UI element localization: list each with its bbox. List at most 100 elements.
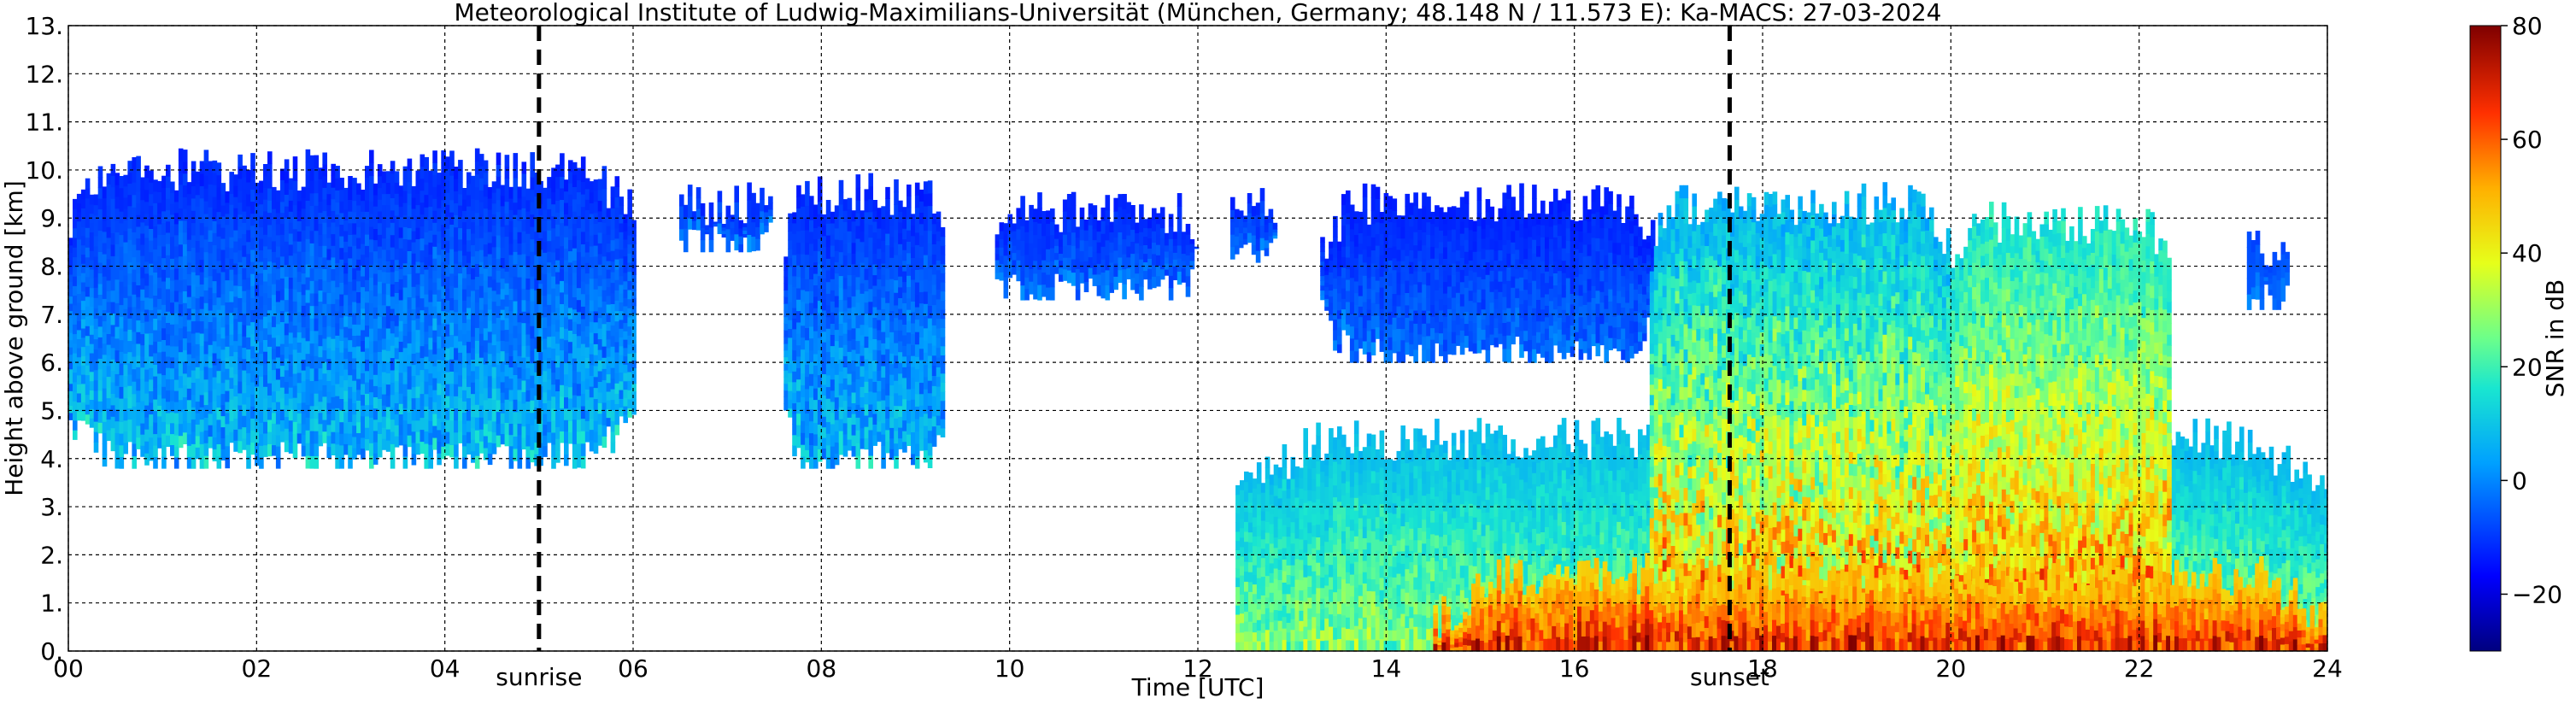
radar-cell <box>471 348 476 360</box>
radar-cell <box>855 225 861 239</box>
radar-cell <box>1143 253 1148 263</box>
radar-cell <box>1260 566 1266 578</box>
radar-cell <box>407 377 413 390</box>
radar-cell <box>1016 218 1021 230</box>
radar-cell <box>623 389 628 398</box>
radar-cell <box>914 406 920 419</box>
radar-cell <box>424 294 429 308</box>
radar-cell <box>601 188 607 201</box>
radar-cell <box>365 279 370 292</box>
radar-cell <box>474 186 480 201</box>
radar-cell <box>940 300 946 310</box>
radar-cell <box>580 343 586 357</box>
radar-cell <box>783 303 789 311</box>
radar-cell <box>394 402 400 414</box>
radar-cell <box>543 295 548 307</box>
radar-cell <box>1156 213 1161 225</box>
radar-cell <box>584 283 590 295</box>
radar-cell <box>233 262 238 275</box>
radar-cell <box>521 402 527 415</box>
radar-cell <box>233 296 238 308</box>
radar-cell <box>102 242 108 255</box>
radar-cell <box>568 375 573 388</box>
radar-cell <box>326 369 332 381</box>
radar-cell <box>432 282 437 295</box>
radar-cell <box>560 384 565 397</box>
radar-cell <box>504 224 510 238</box>
radar-cell <box>123 297 128 309</box>
radar-cell <box>203 366 209 380</box>
radar-cell <box>679 228 684 241</box>
radar-cell <box>140 278 145 290</box>
radar-cell <box>631 313 637 322</box>
radar-cell <box>1240 641 1245 651</box>
radar-cell <box>398 299 404 311</box>
radar-cell <box>356 194 361 206</box>
radar-cell <box>288 310 294 322</box>
radar-cell <box>381 361 387 373</box>
radar-cell <box>76 230 82 240</box>
radar-cell <box>580 405 586 419</box>
radar-cell <box>868 378 873 392</box>
radar-cell <box>1147 248 1153 259</box>
radar-cell <box>894 455 899 469</box>
radar-cell <box>1168 250 1174 264</box>
radar-cell <box>610 303 616 315</box>
radar-cell <box>1244 471 1249 483</box>
radar-cell <box>898 319 903 331</box>
radar-cell <box>259 433 264 446</box>
radar-cell <box>619 380 625 390</box>
radar-cell <box>894 242 899 255</box>
radar-cell <box>1164 238 1170 246</box>
radar-cell <box>1100 272 1106 286</box>
radar-cell <box>398 320 404 331</box>
radar-cell <box>76 366 82 376</box>
radar-cell <box>555 272 560 285</box>
radar-cell <box>543 220 548 232</box>
radar-cell <box>339 201 344 214</box>
radar-cell <box>186 376 192 389</box>
radar-cell <box>513 399 519 413</box>
radar-cell <box>999 222 1005 232</box>
radar-cell <box>851 391 857 403</box>
radar-cell <box>186 250 192 263</box>
radar-cell <box>1083 230 1089 241</box>
radar-cell <box>373 228 378 241</box>
radar-cell <box>855 455 861 469</box>
radar-cell <box>123 185 128 198</box>
radar-cell <box>309 192 315 206</box>
radar-cell <box>847 417 853 429</box>
radar-cell <box>911 399 916 411</box>
radar-cell <box>471 427 476 440</box>
radar-cell <box>127 194 132 207</box>
radar-cell <box>173 234 179 247</box>
radar-cell <box>568 364 573 376</box>
radar-cell <box>415 227 421 239</box>
radar-cell <box>89 315 95 326</box>
radar-cell <box>1118 256 1123 271</box>
radar-cell <box>478 357 484 370</box>
radar-cell <box>619 232 625 242</box>
radar-cell <box>73 410 78 421</box>
radar-cell <box>471 450 476 463</box>
radar-cell <box>631 267 637 275</box>
radar-cell <box>390 431 396 444</box>
radar-cell <box>140 389 145 402</box>
radar-cell <box>1029 255 1034 269</box>
radar-cell <box>730 220 736 228</box>
radar-cell <box>738 220 743 229</box>
radar-cell <box>627 316 632 327</box>
cloud-region <box>783 173 946 469</box>
radar-cell <box>225 324 230 336</box>
radar-cell <box>864 223 870 235</box>
radar-cell <box>525 289 531 302</box>
radar-cell <box>517 186 523 199</box>
radar-cell <box>390 345 396 359</box>
radar-cell <box>229 323 234 335</box>
radar-cell <box>496 340 502 354</box>
radar-cell <box>220 371 226 384</box>
radar-cell <box>462 390 467 402</box>
radar-cell <box>93 390 99 402</box>
radar-cell <box>907 422 912 435</box>
radar-cell <box>153 445 158 458</box>
